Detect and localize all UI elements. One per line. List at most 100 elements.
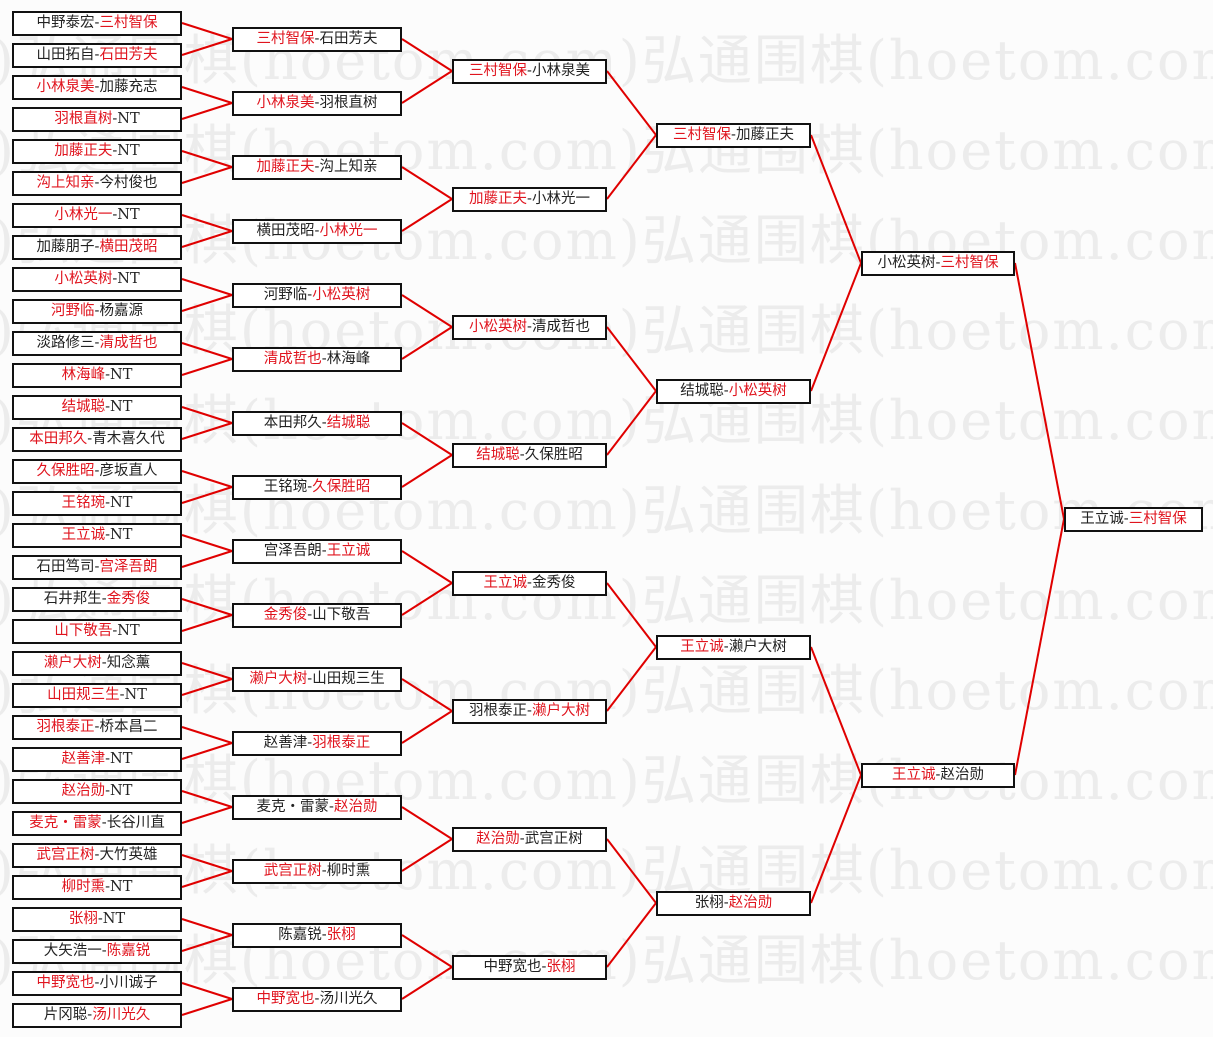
player-2: 小松英树 xyxy=(728,383,787,399)
match-box-round-4: 张栩-赵治勋 xyxy=(656,891,811,916)
player-2: 山田规三生 xyxy=(312,671,385,687)
separator: - xyxy=(94,463,100,479)
player-1: 沟上知亲 xyxy=(36,175,95,191)
player-2: NT xyxy=(110,751,133,767)
connector-line xyxy=(401,198,453,232)
connector-line xyxy=(606,902,657,968)
separator: - xyxy=(1123,511,1129,527)
match-box-round-1: 淡路修三-清成哲也 xyxy=(12,331,182,356)
match-box-round-1: 小林泉美-加藤充志 xyxy=(12,75,182,100)
player-1: 赵治勋 xyxy=(476,831,520,847)
player-2: 羽根直树 xyxy=(319,95,378,111)
connector-line xyxy=(401,166,453,200)
player-2: 结城聪 xyxy=(326,415,371,431)
separator: - xyxy=(321,415,327,431)
match-box-round-1: 加藤朋子-横田茂昭 xyxy=(12,235,182,260)
match-box-round-2: 麦克・雷蒙-赵治勋 xyxy=(232,795,402,820)
player-1: 中野宽也 xyxy=(36,975,95,991)
player-2: 知念薰 xyxy=(106,655,151,671)
separator: - xyxy=(321,927,327,943)
separator: - xyxy=(105,783,111,799)
match-box-round-2: 清成哲也-林海峰 xyxy=(232,347,402,372)
player-1: 宫泽吾朗 xyxy=(263,543,322,559)
separator: - xyxy=(329,799,334,815)
separator: - xyxy=(112,271,118,287)
connector-line xyxy=(181,854,233,872)
connector-line xyxy=(810,262,862,392)
separator: - xyxy=(94,719,100,735)
player-2: 加藤正夫 xyxy=(735,127,794,143)
connector-line xyxy=(181,22,233,40)
separator: - xyxy=(314,159,320,175)
player-1: 林海峰 xyxy=(61,367,106,383)
player-1: 清成哲也 xyxy=(263,351,322,367)
player-1: 王立诚 xyxy=(483,575,528,591)
match-box-round-1: 王铭琬-NT xyxy=(12,491,182,516)
match-box-round-2: 濑户大树-山田规三生 xyxy=(232,667,402,692)
connector-line xyxy=(401,38,453,72)
separator: - xyxy=(519,831,525,847)
match-box-round-2: 武宫正树-柳时熏 xyxy=(232,859,402,884)
connector-line xyxy=(606,582,657,648)
connector-line xyxy=(181,726,233,744)
match-box-round-6: 王立诚-三村智保 xyxy=(1064,507,1203,532)
connector-line xyxy=(401,966,453,1000)
connector-line xyxy=(181,550,233,568)
match-box-round-1: 山下敬吾-NT xyxy=(12,619,182,644)
player-2: 石田芳夫 xyxy=(99,47,158,63)
player-2: 山下敬吾 xyxy=(312,607,371,623)
separator: - xyxy=(105,751,111,767)
player-2: 宫泽吾朗 xyxy=(99,559,158,575)
connector-line xyxy=(810,134,862,264)
connector-line xyxy=(401,326,453,360)
player-1: 张栩 xyxy=(68,911,98,927)
player-1: 羽根泰正 xyxy=(469,703,528,719)
separator: - xyxy=(935,767,941,783)
match-box-round-1: 小松英树-NT xyxy=(12,267,182,292)
separator: - xyxy=(97,911,103,927)
separator: - xyxy=(94,847,100,863)
player-1: 王铭琬 xyxy=(61,495,106,511)
match-box-round-1: 加藤正夫-NT xyxy=(12,139,182,164)
connector-line xyxy=(1014,518,1065,776)
separator: - xyxy=(527,703,532,719)
separator: - xyxy=(94,335,100,351)
connector-line xyxy=(181,102,233,120)
player-2: NT xyxy=(117,623,140,639)
match-box-round-1: 羽根泰正-桥本昌二 xyxy=(12,715,182,740)
player-2: NT xyxy=(110,367,133,383)
separator: - xyxy=(112,623,118,639)
player-2: 赵治勋 xyxy=(940,767,984,783)
connector-line xyxy=(401,838,453,872)
match-box-round-1: 林海峰-NT xyxy=(12,363,182,388)
separator: - xyxy=(94,559,100,575)
match-box-round-3: 加藤正夫-小林光一 xyxy=(452,187,607,212)
player-1: 河野临 xyxy=(263,287,308,303)
connector-line xyxy=(606,326,657,392)
player-1: 淡路修三 xyxy=(36,335,95,351)
player-2: 小林光一 xyxy=(319,223,378,239)
player-1: 结城聪 xyxy=(476,447,520,463)
connector-line xyxy=(181,678,233,696)
separator: - xyxy=(94,79,100,95)
separator: - xyxy=(723,639,729,655)
connector-line xyxy=(401,454,453,488)
player-1: 濑户大树 xyxy=(249,671,308,687)
player-1: 山下敬吾 xyxy=(54,623,113,639)
connector-line xyxy=(401,422,453,456)
connector-line xyxy=(606,390,657,456)
player-1: 麦克・雷蒙 xyxy=(29,815,102,831)
separator: - xyxy=(105,495,111,511)
match-box-round-2: 三村智保-石田芳夫 xyxy=(232,27,402,52)
separator: - xyxy=(527,63,532,79)
connector-line xyxy=(401,678,453,712)
separator: - xyxy=(321,543,327,559)
player-2: 张栩 xyxy=(326,927,356,943)
match-box-round-4: 三村智保-加藤正夫 xyxy=(656,123,811,148)
separator: - xyxy=(87,431,93,447)
player-2: 小川诚子 xyxy=(99,975,158,991)
separator: - xyxy=(94,175,100,191)
player-1: 张栩 xyxy=(694,895,724,911)
player-1: 三村智保 xyxy=(256,31,315,47)
match-box-round-1: 中野宽也-小川诚子 xyxy=(12,971,182,996)
